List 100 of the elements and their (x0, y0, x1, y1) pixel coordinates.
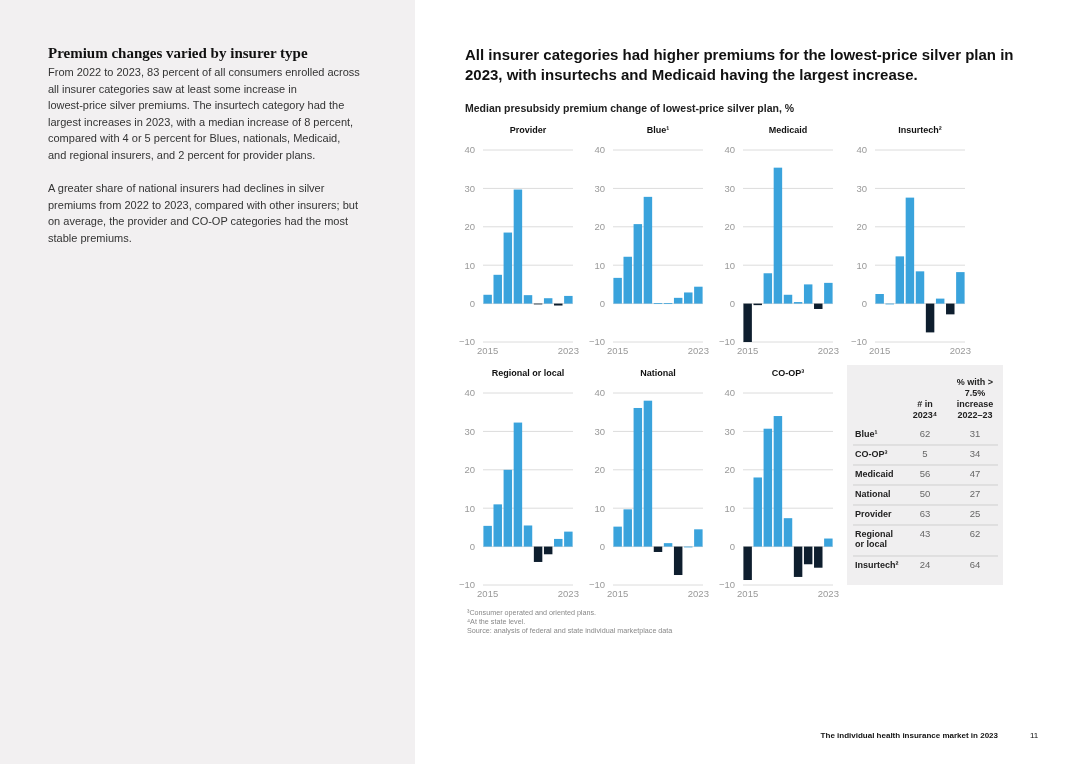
x-tick-label: 2015 (607, 588, 629, 599)
x-tick-label: 2023 (817, 345, 839, 356)
y-tick-label: 30 (724, 425, 735, 437)
bar (915, 271, 925, 304)
x-tick-label: 2015 (737, 345, 759, 356)
y-tick-label: 20 (594, 464, 605, 476)
text: % with > 7.5% increase 2022–23 (956, 377, 994, 420)
text: From 2022 to 2023, 83 percent of all consumers enrolled across all insurer categories saw at least some increase in lowest-price silver premiums. The insurtech category had the largest increases in 2023, with a median increase of 8 percent, compared with 4 or 5 percent for Blues, nationals, Medicaid, and regional insurers, and 2 percent for provider plans. (48, 66, 361, 161)
chart-title: Blue¹ (646, 125, 670, 135)
chart-title: Regional or local (491, 368, 565, 378)
y-tick-label: 30 (856, 182, 867, 194)
data-label: 34 (969, 448, 981, 459)
text: Median presubsidy premium change of lowest-price silver plan, % (465, 102, 795, 114)
chart-title: Medicaid (768, 125, 808, 135)
chart-title: CO-OP³ (771, 368, 805, 378)
bar (564, 295, 573, 304)
bar (694, 529, 703, 547)
x-tick-label: 2023 (557, 345, 579, 356)
category-label: Insurtech² (855, 560, 899, 570)
bar (633, 224, 643, 304)
y-tick-label: 30 (724, 182, 735, 194)
y-tick-label: 40 (856, 144, 867, 156)
y-tick-label: −10 (458, 336, 475, 348)
data-label: 56 (919, 468, 931, 479)
bar (743, 546, 752, 581)
x-tick-label: 2023 (687, 345, 709, 356)
text: 11 (1030, 731, 1039, 740)
chart-title: Insurtech² (898, 125, 942, 135)
y-tick-label: 10 (464, 502, 475, 514)
y-tick-label: 20 (724, 464, 735, 476)
y-tick-label: 40 (594, 387, 605, 399)
data-label: 5 (922, 448, 928, 459)
y-tick-label: 0 (469, 297, 475, 309)
data-label: 63 (919, 508, 931, 519)
x-tick-label: 2023 (949, 345, 971, 356)
y-tick-label: 0 (599, 297, 605, 309)
bar (633, 407, 643, 547)
y-tick-label: 0 (729, 297, 735, 309)
category-label: Regional or local (855, 529, 894, 549)
category-label: CO-OP³ (855, 449, 888, 459)
bar (523, 295, 533, 304)
bar (793, 546, 803, 577)
category-label: National (855, 489, 891, 499)
y-tick-label: −10 (588, 579, 605, 591)
y-tick-label: 10 (464, 259, 475, 271)
y-tick-label: 10 (724, 259, 735, 271)
y-tick-label: 0 (861, 297, 867, 309)
y-tick-label: 30 (594, 182, 605, 194)
x-tick-label: 2015 (737, 588, 759, 599)
y-tick-label: −10 (588, 336, 605, 348)
y-tick-label: 20 (464, 464, 475, 476)
bar (875, 294, 884, 304)
data-label: 50 (919, 488, 931, 499)
category-label: Provider (855, 509, 893, 519)
bar (814, 546, 823, 568)
bar (673, 546, 683, 576)
series-label: # in 2023⁴ (912, 399, 938, 420)
category-label: Blue¹ (855, 429, 878, 439)
bar (513, 189, 523, 304)
y-tick-label: −10 (850, 336, 867, 348)
y-tick-label: 40 (724, 387, 735, 399)
bar (763, 428, 773, 547)
bar (503, 469, 513, 547)
bar (905, 197, 915, 304)
bar (783, 294, 793, 304)
text: A greater share of national insurers had declines in silver premiums from 2022 to 2023, compared with other insurers; but on average, the provider and CO-OP categories had the most stable premiums. (48, 182, 358, 244)
x-tick-label: 2015 (477, 588, 499, 599)
bar (523, 525, 533, 547)
bar (824, 538, 833, 547)
bar (935, 298, 945, 304)
y-tick-label: 40 (464, 387, 475, 399)
y-tick-label: −10 (718, 336, 735, 348)
text: Premium changes varied by insurer type (48, 45, 308, 61)
bar (673, 297, 683, 304)
bar (643, 196, 653, 304)
x-tick-label: 2015 (869, 345, 891, 356)
chart-title: Provider (509, 125, 547, 135)
y-tick-label: 30 (464, 182, 475, 194)
bar (814, 303, 823, 309)
y-tick-label: 0 (599, 540, 605, 552)
chart-title: National (640, 368, 676, 378)
bar (946, 303, 955, 315)
bar (895, 256, 905, 304)
bar (503, 232, 513, 304)
y-tick-label: 20 (856, 221, 867, 233)
y-tick-label: 20 (724, 221, 735, 233)
x-tick-label: 2015 (607, 345, 629, 356)
bar (773, 167, 783, 304)
x-tick-label: 2023 (687, 588, 709, 599)
bar (925, 303, 935, 333)
y-tick-label: 0 (729, 540, 735, 552)
x-tick-label: 2015 (477, 345, 499, 356)
bar (663, 543, 673, 547)
y-tick-label: 10 (856, 259, 867, 271)
data-label: 43 (919, 528, 931, 539)
data-label: 31 (969, 428, 981, 439)
y-tick-label: 10 (594, 259, 605, 271)
bar (803, 546, 813, 565)
bar (643, 400, 653, 547)
y-tick-label: −10 (458, 579, 475, 591)
